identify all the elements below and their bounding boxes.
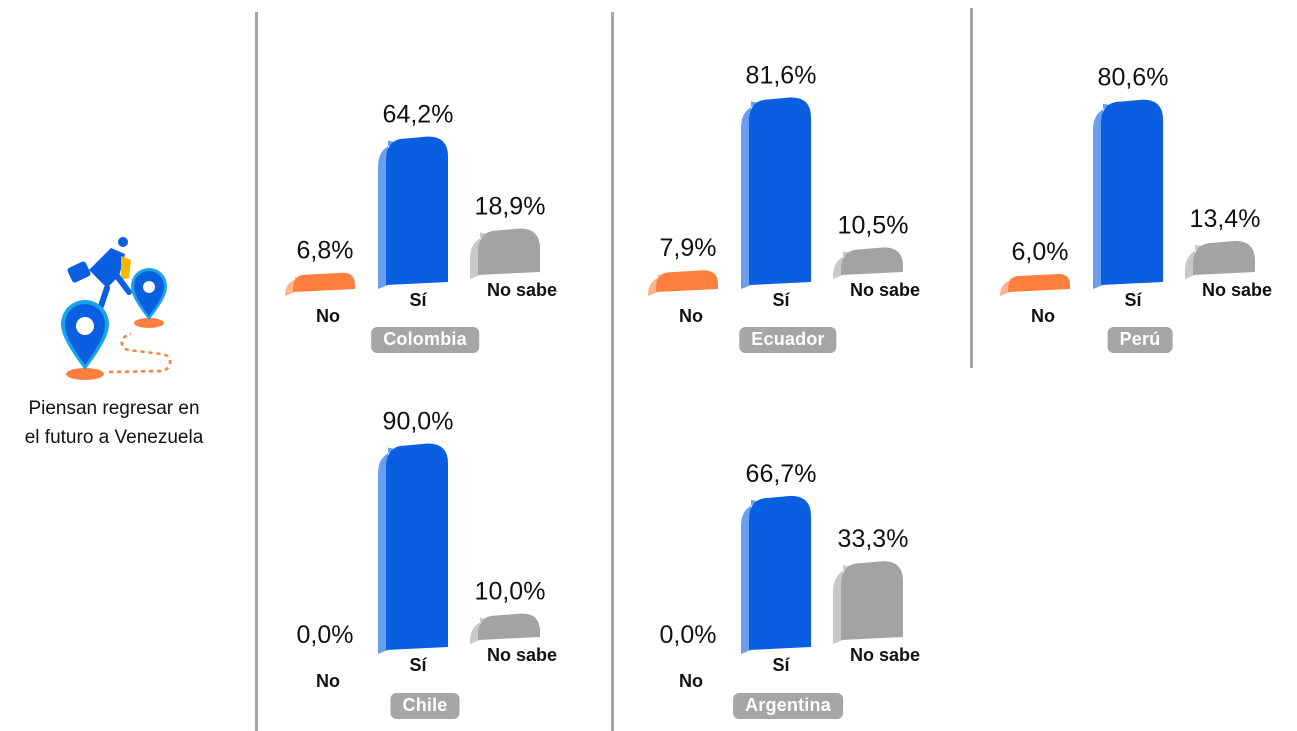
panel-colombia: 6,8% No 64,2% Sí 18,9% No sabe Colombia — [270, 0, 610, 360]
bar-no-sabe — [841, 561, 903, 640]
category-label-no-sabe: No sabe — [1202, 280, 1272, 300]
category-label-no: No — [316, 306, 340, 326]
value-label-no-sabe: 33,3% — [838, 525, 909, 553]
bar-no — [293, 272, 355, 292]
bar-no-sabe — [478, 613, 540, 640]
caption-line-1: Piensan regresar en — [28, 398, 200, 419]
chart-caption: Piensan regresar en el futuro a Venezuel… — [0, 394, 228, 452]
value-label-no-sabe: 13,4% — [1190, 205, 1261, 233]
category-label-si: Sí — [409, 290, 427, 310]
value-label-si: 90,0% — [383, 408, 454, 436]
category-label-si: Sí — [409, 655, 427, 675]
category-label-si: Sí — [772, 655, 790, 675]
bar-si — [386, 136, 448, 285]
bar-no-sabe — [841, 247, 903, 275]
category-label-no-sabe: No sabe — [487, 280, 557, 300]
panel-argentina: 0,0% No 66,7% Sí 33,3% No sabe Argentina — [633, 365, 973, 725]
value-label-no: 7,9% — [660, 234, 717, 262]
bar-no — [1008, 274, 1070, 292]
divider-middle — [611, 12, 614, 731]
bar-si — [749, 495, 811, 650]
country-label: Perú — [1107, 327, 1173, 353]
value-label-no-sabe: 10,0% — [475, 578, 546, 606]
bar-si — [1101, 99, 1163, 286]
category-label-no-sabe: No sabe — [850, 645, 920, 665]
left-caption-block: Piensan regresar en el futuro a Venezuel… — [0, 230, 228, 452]
value-label-no-sabe: 18,9% — [475, 192, 546, 220]
chart-chile: 0,0% No 90,0% Sí 10,0% No sabe — [297, 408, 558, 692]
bar-no-sabe — [1193, 240, 1255, 275]
category-label-no: No — [679, 671, 703, 691]
panel-ecuador: 7,9% No 81,6% Sí 10,5% No sabe Ecuador — [633, 0, 973, 360]
panel-chile: 0,0% No 90,0% Sí 10,0% No sabe Chile — [270, 365, 610, 725]
country-label: Colombia — [371, 327, 479, 353]
category-label-si: Sí — [1124, 290, 1142, 310]
chart-colombia: 6,8% No 64,2% Sí 18,9% No sabe — [285, 101, 557, 326]
value-label-si: 81,6% — [746, 61, 817, 89]
value-label-si: 80,6% — [1098, 64, 1169, 92]
category-label-si: Sí — [772, 290, 790, 310]
panel-peru: 6,0% No 80,6% Sí 13,4% No sabe Perú — [985, 0, 1297, 360]
bar-no-sabe — [478, 228, 540, 275]
country-label: Chile — [390, 693, 460, 719]
bar-si — [386, 443, 448, 650]
category-label-no-sabe: No sabe — [850, 280, 920, 300]
bar-no-side — [648, 274, 663, 296]
bar-no — [656, 270, 718, 292]
country-label: Argentina — [733, 693, 843, 719]
caption-line-2: el futuro a Venezuela — [24, 427, 204, 448]
category-label-no: No — [316, 671, 340, 691]
value-label-si: 66,7% — [746, 460, 817, 488]
value-label-no: 6,8% — [297, 237, 354, 265]
bar-si — [749, 97, 811, 286]
category-label-no: No — [1031, 306, 1055, 326]
value-label-no-sabe: 10,5% — [838, 211, 909, 239]
divider-left — [255, 12, 258, 731]
category-label-no: No — [679, 306, 703, 326]
value-label-no: 0,0% — [297, 621, 354, 649]
chart-peru: 6,0% No 80,6% Sí 13,4% No sabe — [1000, 64, 1272, 326]
value-label-no: 6,0% — [1012, 238, 1069, 266]
category-label-no-sabe: No sabe — [487, 645, 557, 665]
value-label-si: 64,2% — [383, 101, 454, 129]
divider-right — [970, 8, 973, 368]
value-label-no: 0,0% — [660, 621, 717, 649]
country-label: Ecuador — [739, 327, 837, 353]
chart-argentina: 0,0% No 66,7% Sí 33,3% No sabe — [660, 460, 921, 691]
chart-ecuador: 7,9% No 81,6% Sí 10,5% No sabe — [648, 61, 920, 326]
travel-return-location-icon — [61, 237, 172, 380]
